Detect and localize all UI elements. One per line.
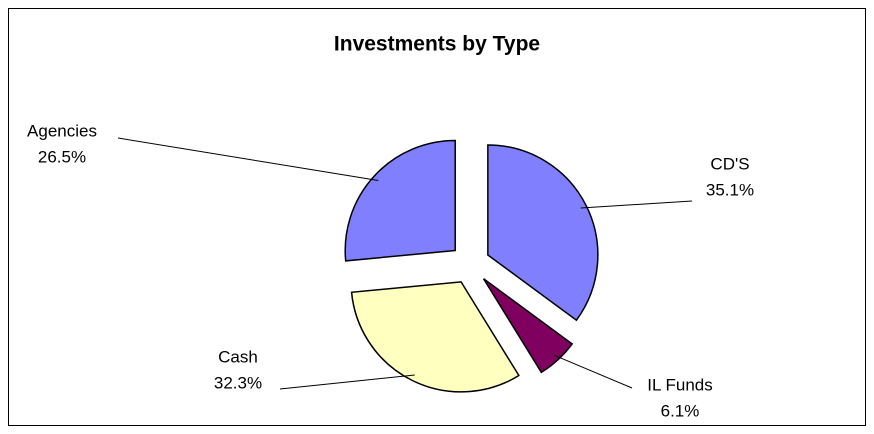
slice-label: Cash: [218, 347, 258, 366]
slice-label: IL Funds: [647, 375, 713, 394]
slice-label: Agencies: [27, 121, 97, 140]
slice-value-label: 32.3%: [214, 373, 262, 392]
leader-line: [553, 354, 633, 389]
slice-value-label: 35.1%: [706, 180, 754, 199]
pie-slice: [482, 278, 574, 374]
leader-line: [279, 374, 415, 390]
leader-line: [117, 137, 379, 182]
chart-title: Investments by Type: [334, 33, 540, 56]
leader-line: [580, 200, 693, 209]
pie-slice: [487, 144, 599, 322]
slice-value-label: 6.1%: [661, 401, 700, 420]
pie-slice: [344, 139, 456, 262]
pie-slice: [350, 281, 520, 393]
slice-value-label: 26.5%: [38, 147, 86, 166]
slice-label: CD'S: [710, 154, 749, 173]
